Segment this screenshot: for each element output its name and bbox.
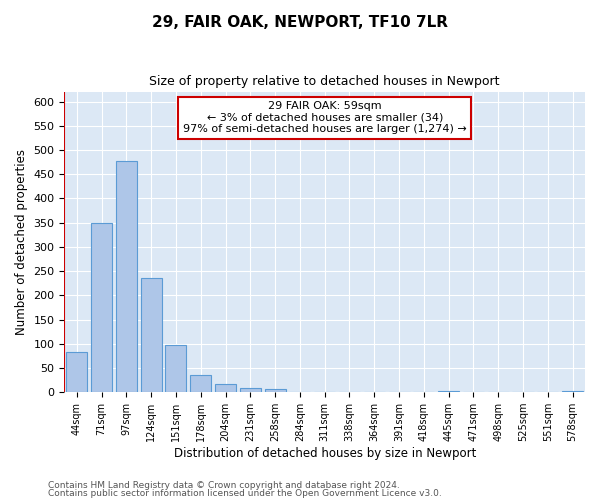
Bar <box>215 384 236 392</box>
Text: 29 FAIR OAK: 59sqm
← 3% of detached houses are smaller (34)
97% of semi-detached: 29 FAIR OAK: 59sqm ← 3% of detached hous… <box>183 101 467 134</box>
Bar <box>240 388 261 392</box>
Bar <box>166 345 187 392</box>
Y-axis label: Number of detached properties: Number of detached properties <box>15 149 28 335</box>
Bar <box>190 376 211 392</box>
Bar <box>562 391 583 392</box>
Title: Size of property relative to detached houses in Newport: Size of property relative to detached ho… <box>149 75 500 88</box>
Bar <box>140 278 162 392</box>
Bar <box>91 222 112 392</box>
Text: 29, FAIR OAK, NEWPORT, TF10 7LR: 29, FAIR OAK, NEWPORT, TF10 7LR <box>152 15 448 30</box>
Text: Contains public sector information licensed under the Open Government Licence v3: Contains public sector information licen… <box>48 489 442 498</box>
Bar <box>116 160 137 392</box>
X-axis label: Distribution of detached houses by size in Newport: Distribution of detached houses by size … <box>173 447 476 460</box>
Bar <box>66 352 88 392</box>
Bar <box>265 390 286 392</box>
Text: Contains HM Land Registry data © Crown copyright and database right 2024.: Contains HM Land Registry data © Crown c… <box>48 480 400 490</box>
